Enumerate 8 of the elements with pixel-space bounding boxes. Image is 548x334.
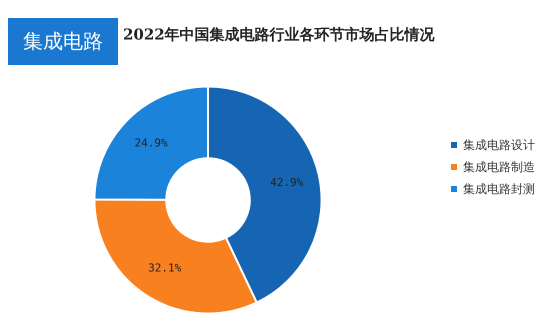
chart-title: 2022年中国集成电路行业各环节市场占比情况 xyxy=(123,26,436,44)
legend-label: 集成电路制造 xyxy=(463,160,535,174)
data-label: 24.9% xyxy=(134,136,168,150)
legend-label: 集成电路设计 xyxy=(463,138,535,152)
data-label: 32.1% xyxy=(148,262,182,275)
text: 集成电路 xyxy=(8,18,118,65)
legend-label: 集成电路封测 xyxy=(463,182,535,196)
data-label: 42.9% xyxy=(270,176,304,189)
